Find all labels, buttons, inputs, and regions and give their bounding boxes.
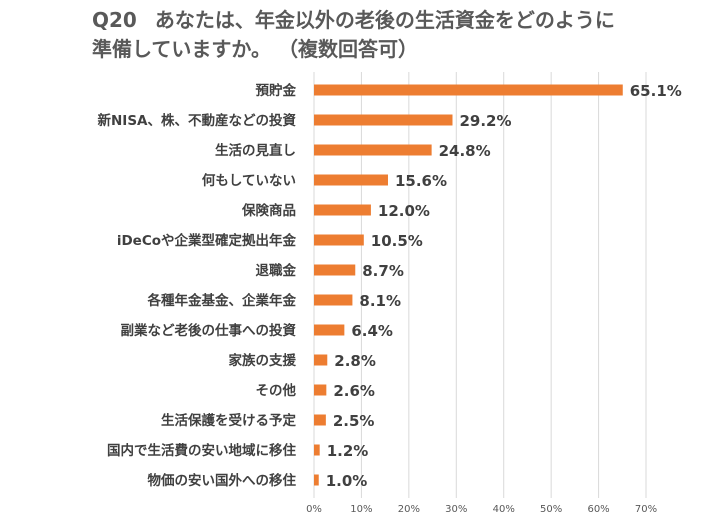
x-tick-label: 0% [306,504,322,515]
category-label: 各種年金基金、企業年金 [147,292,297,309]
value-label: 2.5% [333,412,375,430]
category-label: 保険商品 [241,202,296,219]
bar [314,264,356,276]
bar [314,474,319,486]
category-label: 生活の見直し [215,142,296,159]
x-tick-label: 30% [445,504,467,515]
x-tick-label: 70% [635,504,657,515]
x-tick-label: 50% [540,504,562,515]
bar [314,114,453,126]
bar [314,354,328,366]
bar [314,324,345,336]
category-label: 国内で生活費の安い地域に移住 [107,442,296,459]
bar [314,234,364,246]
value-label: 10.5% [371,232,423,250]
value-label: 15.6% [395,172,447,190]
bar [314,84,623,96]
question-number: Q20 [92,8,137,32]
bar [314,174,388,186]
category-label: 新NISA、株、不動産などの投資 [98,112,297,129]
category-label: 退職金 [256,262,297,279]
x-tick-label: 60% [587,504,609,515]
value-label: 12.0% [378,202,430,220]
title-line-2: 準備していますか。 （複数回答可） [92,37,418,61]
x-tick-label: 40% [493,504,515,515]
gridlines [313,72,647,498]
value-label: 1.2% [327,442,369,460]
value-labels: 65.1% 29.2% 24.8% 15.6% 12.0% 10.5% 8.7% 8.1% 6.… [326,82,682,490]
bar [314,294,353,306]
category-label: 家族の支援 [229,352,297,369]
chart-title: Q20 あなたは、年金以外の老後の生活資金をどのように 準備していますか。 （複数… [92,6,702,64]
x-tick-label: 10% [350,504,372,515]
bar [314,144,432,156]
category-label: 生活保護を受ける予定 [161,412,296,429]
bars [314,84,623,486]
value-label: 65.1% [630,82,682,100]
x-tick-label: 20% [398,504,420,515]
value-label: 8.1% [359,292,401,310]
category-label: 預貯金 [256,82,297,99]
value-label: 24.8% [439,142,491,160]
value-label: 29.2% [459,112,511,130]
category-label: 何もしていない [202,172,296,189]
value-label: 2.8% [334,352,376,370]
category-label: その他 [256,382,297,399]
value-label: 2.6% [333,382,375,400]
bar [314,384,327,396]
category-label: iDeCoや企業型確定拠出年金 [117,232,297,249]
category-label: 副業など老後の仕事への投資 [121,322,297,339]
x-axis-ticks: 0% 10% 20% 30% 40% 50% 60% 70% [306,504,657,515]
value-label: 8.7% [362,262,404,280]
category-label: 物価の安い国外への移住 [148,472,297,489]
value-label: 1.0% [326,472,368,490]
value-label: 6.4% [351,322,393,340]
bar [314,414,326,426]
bar [314,444,320,456]
title-line-1: あなたは、年金以外の老後の生活資金をどのように [154,8,615,32]
bar [314,204,371,216]
